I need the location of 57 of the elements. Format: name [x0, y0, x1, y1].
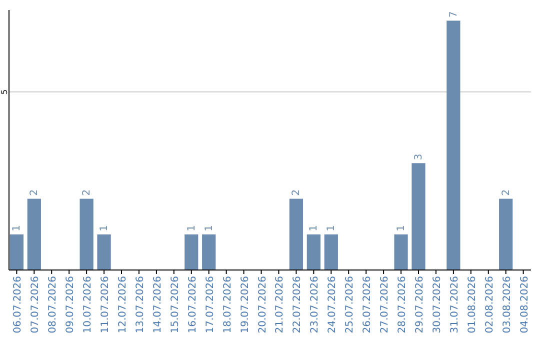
x-tick-label: 25.07.2026 — [344, 276, 356, 334]
bar — [80, 198, 94, 270]
bar — [324, 234, 338, 270]
x-tick-label: 03.08.2026 — [502, 276, 513, 334]
x-tick-label: 09.07.2026 — [65, 276, 76, 334]
x-tick-label: 01.08.2026 — [466, 276, 478, 334]
bar — [446, 20, 460, 270]
x-tick-label: 17.07.2026 — [204, 276, 216, 334]
x-tick-label: 30.07.2026 — [432, 276, 443, 334]
x-tick-label: 28.07.2026 — [397, 276, 408, 334]
x-tick-label: 31.07.2026 — [449, 276, 460, 334]
bar — [184, 234, 198, 270]
bar — [412, 163, 426, 270]
x-tick-label: 14.07.2026 — [152, 276, 164, 334]
x-tick-label: 08.07.2026 — [48, 276, 59, 334]
data-label: 2 — [29, 189, 40, 196]
data-label: 1 — [396, 225, 408, 232]
x-tick-label: 12.07.2026 — [118, 276, 129, 334]
bar — [394, 234, 408, 270]
x-tick-label: 15.07.2026 — [170, 276, 181, 334]
x-tick-label: 06.07.2026 — [12, 276, 24, 334]
bar — [27, 198, 41, 270]
x-tick-label: 02.08.2026 — [484, 276, 496, 334]
x-tick-label: 19.07.2026 — [240, 276, 251, 334]
bar — [202, 234, 216, 270]
data-label: 1 — [12, 225, 23, 232]
data-label: 1 — [326, 225, 338, 232]
x-tick-label: 22.07.2026 — [292, 276, 304, 334]
x-tick-label: 11.07.2026 — [100, 276, 112, 334]
x-tick-label: 07.07.2026 — [30, 276, 42, 334]
x-tick-label: 27.07.2026 — [380, 276, 391, 334]
x-tick-label: 20.07.2026 — [257, 276, 268, 334]
data-label: 1 — [186, 225, 198, 232]
x-tick-label: 18.07.2026 — [222, 276, 234, 334]
y-tick-label: 5 — [0, 89, 9, 94]
data-label: 1 — [204, 225, 215, 232]
data-label: 2 — [82, 189, 93, 196]
bar — [10, 234, 24, 270]
data-label: 3 — [413, 154, 424, 160]
x-tick-label: 04.08.2026 — [519, 276, 530, 334]
bar — [499, 198, 513, 270]
x-tick-label: 10.07.2026 — [82, 276, 94, 334]
x-tick-label: 24.07.2026 — [327, 276, 338, 334]
data-label: 1 — [308, 225, 320, 232]
bar — [289, 198, 304, 270]
data-label: 2 — [500, 189, 512, 196]
x-tick-label: 21.07.2026 — [274, 276, 286, 334]
x-tick-label: 13.07.2026 — [134, 276, 146, 334]
bar — [306, 234, 320, 270]
bar — [97, 234, 111, 270]
data-label: 7 — [448, 11, 460, 18]
data-label: 1 — [99, 225, 110, 232]
data-label: 2 — [291, 189, 302, 196]
x-tick-label: 23.07.2026 — [310, 276, 321, 334]
x-tick-label: 26.07.2026 — [362, 276, 374, 334]
x-tick-label: 29.07.2026 — [414, 276, 426, 334]
x-tick-label: 16.07.2026 — [187, 276, 198, 334]
